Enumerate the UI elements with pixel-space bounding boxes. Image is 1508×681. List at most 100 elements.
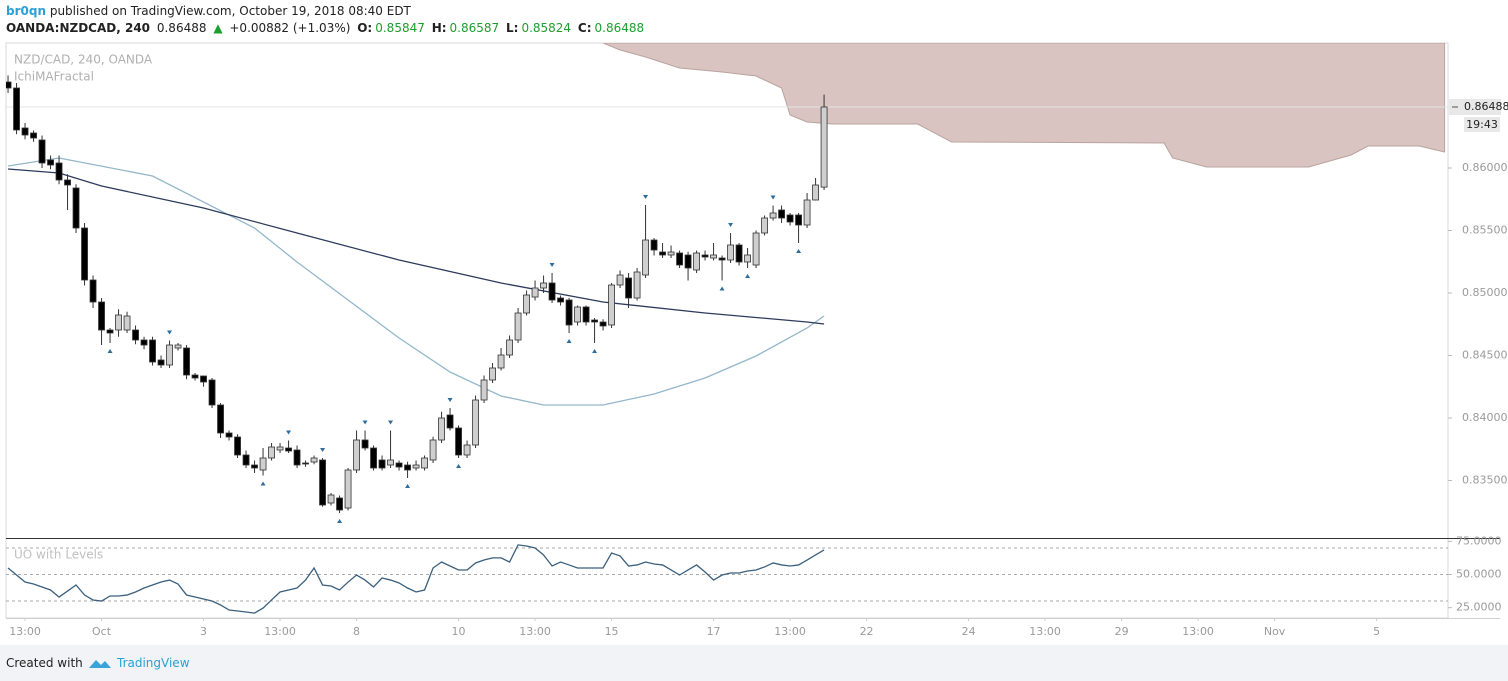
candle-body (438, 417, 445, 441)
candle-body (395, 462, 403, 468)
candle-body (744, 254, 751, 263)
fractal-low (456, 464, 462, 468)
candle-body (676, 252, 683, 266)
candle-body (55, 162, 63, 181)
candle-body (489, 367, 496, 381)
footer: Created with TradingView (0, 645, 1508, 681)
candle-body (344, 469, 352, 509)
x-tick-label: 24 (962, 625, 976, 638)
x-tick-label: 15 (605, 625, 619, 638)
candle-body (89, 279, 97, 303)
candle-body (548, 282, 556, 301)
candle-body (480, 379, 488, 401)
candle-body (225, 432, 233, 438)
candle-body (336, 497, 343, 511)
open-value: 0.85847 (375, 21, 425, 35)
fractal-high (320, 448, 326, 452)
change: +0.00882 (+1.03%) (229, 21, 351, 35)
candle-body (701, 254, 709, 258)
candle-body (259, 457, 267, 471)
candle-body (183, 347, 190, 376)
symbol: OANDA:NZDCAD, 240 (6, 21, 151, 35)
y-tick-label: 0.83500 (1462, 474, 1508, 487)
candle-body (6, 81, 12, 89)
x-tick-label: Oct (92, 625, 112, 638)
candle-body (191, 374, 199, 379)
candle-body (684, 254, 692, 269)
candle-body (13, 87, 20, 131)
candle-body (710, 254, 717, 259)
fractal-high (447, 398, 453, 402)
candle-body (234, 436, 241, 456)
candle-body (523, 294, 530, 314)
candle-body (582, 306, 590, 323)
candle-body (72, 187, 80, 229)
candle-body (540, 282, 547, 289)
candle-body (599, 321, 607, 327)
x-tick-label: 17 (707, 625, 721, 638)
x-tick-label: 13:00 (264, 625, 296, 638)
candle-body (242, 454, 250, 466)
candle-body (302, 462, 309, 465)
author[interactable]: br0qn (6, 4, 46, 18)
candle-body (608, 284, 615, 326)
fractal-low (566, 339, 572, 343)
x-tick-label: 13:00 (519, 625, 551, 638)
fractal-high (388, 420, 394, 425)
x-tick-label: 3 (200, 625, 207, 638)
candle-body (123, 315, 131, 331)
candle-body (106, 329, 114, 334)
fractal-low (719, 286, 725, 291)
candle-body (30, 132, 37, 139)
x-tick-label: 22 (860, 625, 874, 638)
x-tick-label: 13:00 (774, 625, 806, 638)
oscillator-title: UO with Levels (14, 548, 103, 562)
fractal-high (167, 330, 173, 335)
osc-tick-label: 50.0000 (1456, 567, 1502, 580)
main-pane (6, 43, 1448, 523)
created-with: Created with (6, 656, 83, 670)
cloud (602, 43, 1446, 168)
fractal-low (405, 484, 411, 488)
candle-body (115, 314, 122, 331)
candle-body (208, 379, 216, 406)
brand[interactable]: TradingView (117, 656, 190, 670)
candle-body (565, 299, 573, 326)
candle-body (310, 457, 318, 463)
fractal-low (796, 249, 802, 253)
y-tick-label: 0.86000 (1462, 161, 1508, 174)
published: published on TradingView.com, October 19… (49, 4, 411, 18)
y-tick-label: 0.84500 (1462, 349, 1508, 362)
x-tick-label: 8 (353, 625, 360, 638)
candle-body (293, 449, 301, 466)
x-tick-label: 13:00 (1029, 625, 1061, 638)
candle-body (268, 446, 275, 459)
osc-tick-label: 75.0000 (1456, 534, 1502, 547)
candle-body (140, 339, 148, 346)
candle-body (38, 139, 46, 164)
candle-body (463, 444, 471, 456)
fractal-high (549, 263, 555, 267)
candle-body (455, 427, 462, 456)
candle-body (642, 239, 649, 276)
candle-body (378, 459, 386, 469)
candle-body (769, 212, 777, 219)
candle-body (472, 399, 479, 446)
fractal-high (770, 195, 776, 200)
candle-body (132, 329, 139, 341)
oscillator-line (7, 544, 825, 614)
chart: NZD/CAD, 240, OANDA IchiMAFractal UO wit… (5, 42, 1508, 638)
candle-body (693, 252, 700, 271)
candle-body (591, 319, 598, 323)
candle-body (387, 459, 394, 466)
fractal-low (337, 519, 343, 523)
y-tick-label: 0.85500 (1462, 224, 1508, 237)
candle-body (820, 106, 828, 188)
countdown: 19:43 (1466, 118, 1498, 131)
low-value: 0.85824 (521, 21, 572, 35)
candle-body (633, 271, 641, 299)
candle-body (21, 127, 29, 136)
candle-body (531, 287, 539, 298)
y-tick-label: 0.85000 (1462, 286, 1508, 299)
